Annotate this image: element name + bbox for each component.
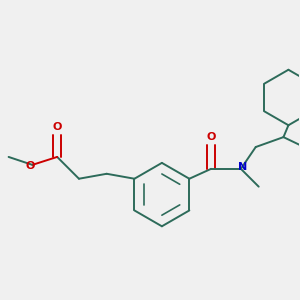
Text: N: N xyxy=(238,162,248,172)
Text: O: O xyxy=(26,161,35,171)
Text: O: O xyxy=(52,122,62,132)
Text: O: O xyxy=(206,132,216,142)
